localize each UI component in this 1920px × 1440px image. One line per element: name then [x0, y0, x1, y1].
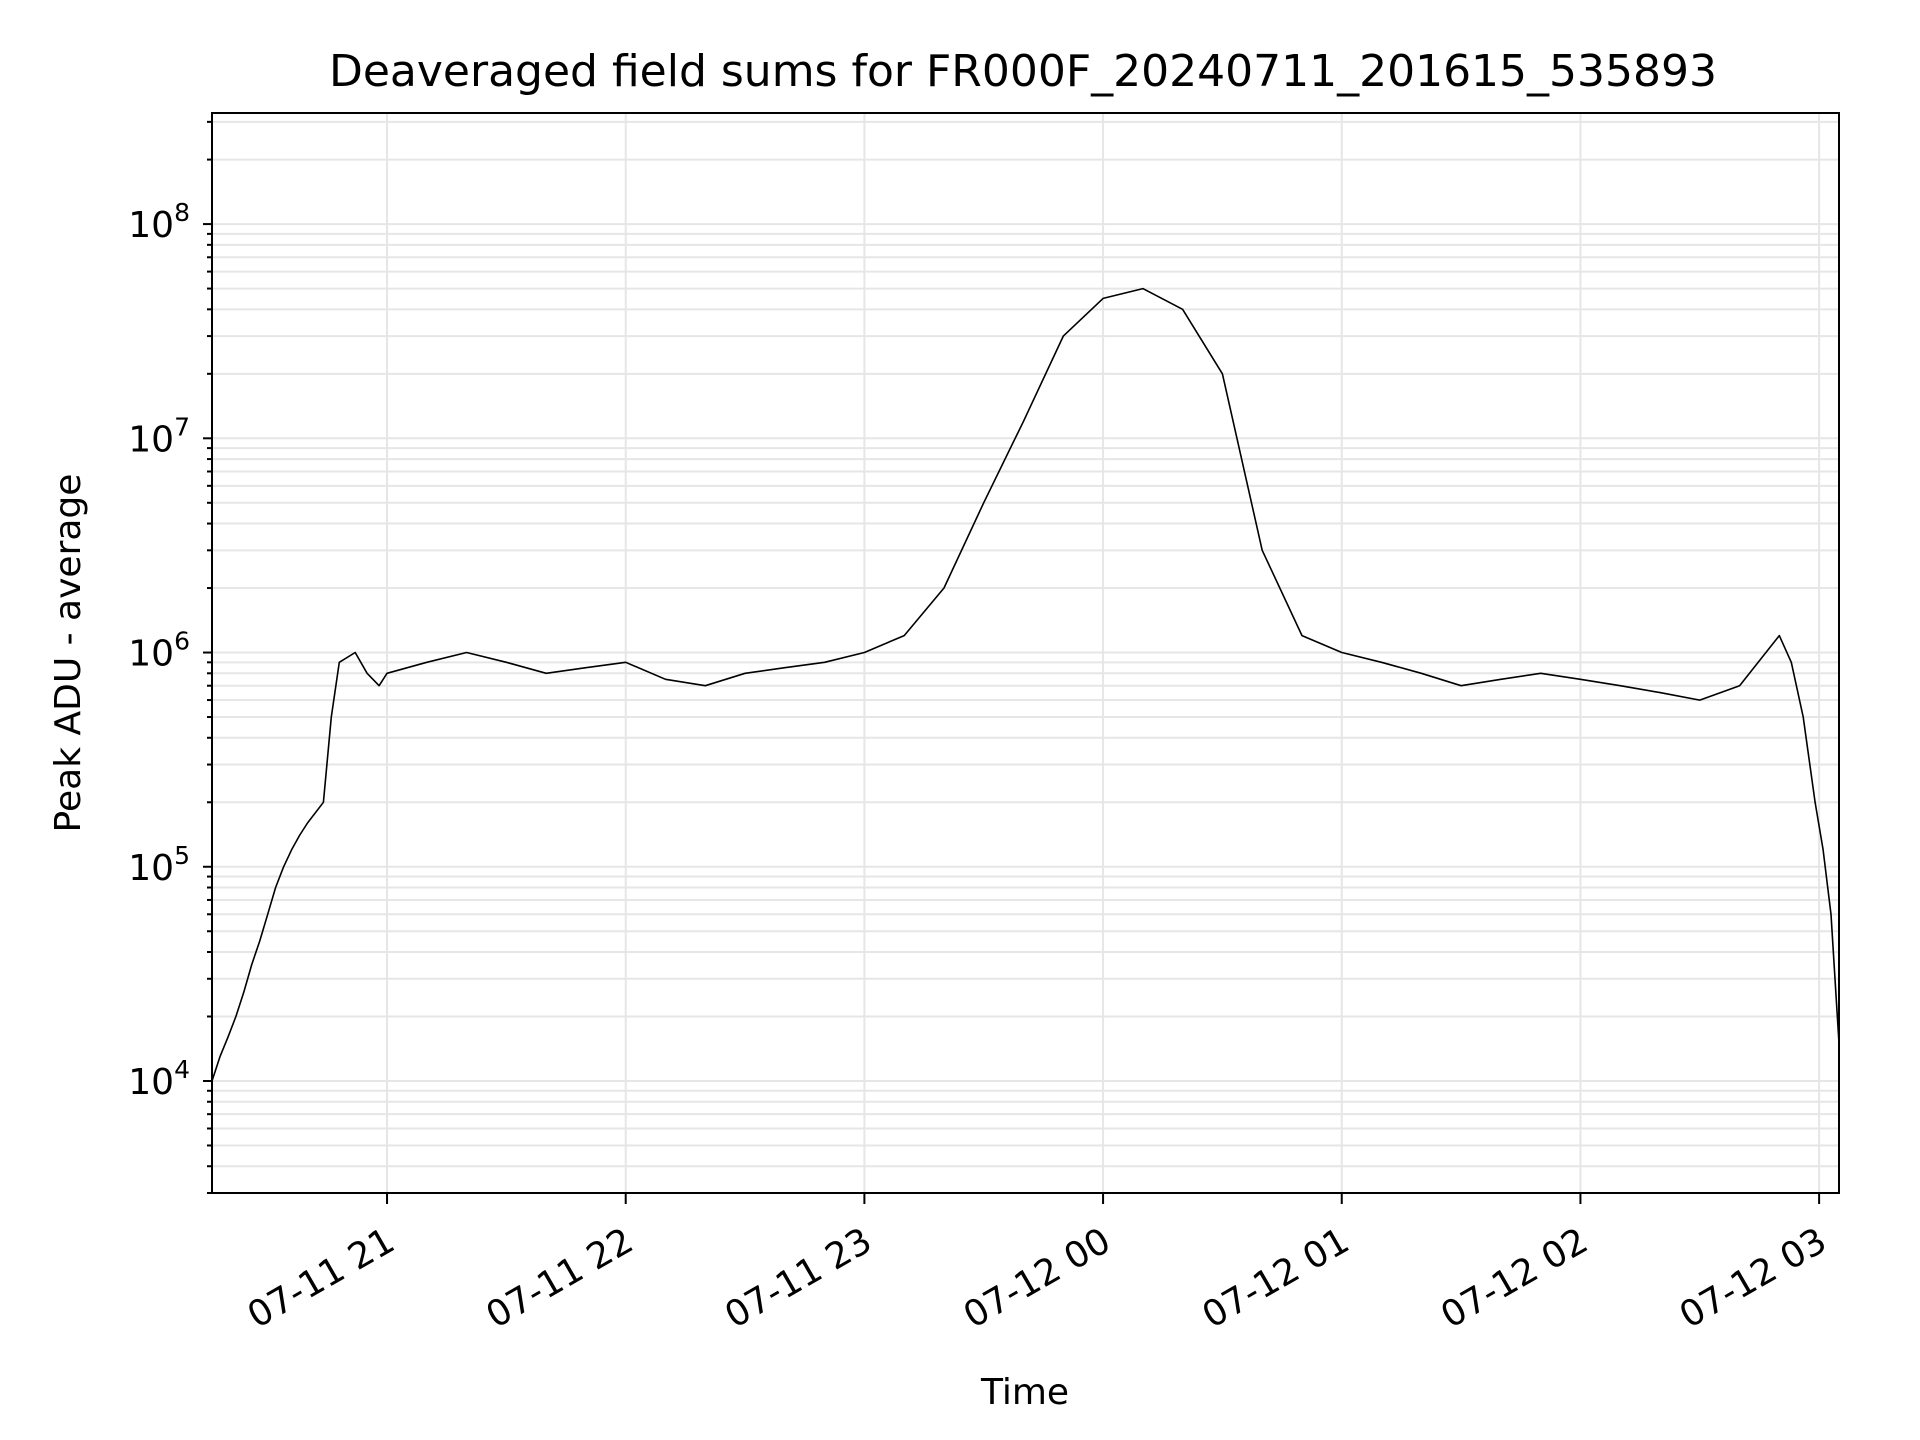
y-tick-label: 107: [128, 412, 190, 460]
chart-title: Deaveraged field sums for FR000F_2024071…: [329, 46, 1717, 97]
grid: [212, 113, 1839, 1194]
y-axis: 104 105 106 107 108: [128, 120, 212, 1194]
y-tick-label: 105: [128, 841, 190, 889]
series-layer: [212, 287, 1839, 1082]
y-tick-label: 108: [128, 198, 190, 246]
x-axis-label: Time: [980, 1372, 1069, 1413]
series-line: [212, 287, 1839, 1082]
y-axis-label: Peak ADU - average: [48, 474, 89, 833]
y-tick-label: 106: [128, 627, 190, 675]
y-tick-label: 104: [128, 1055, 190, 1103]
